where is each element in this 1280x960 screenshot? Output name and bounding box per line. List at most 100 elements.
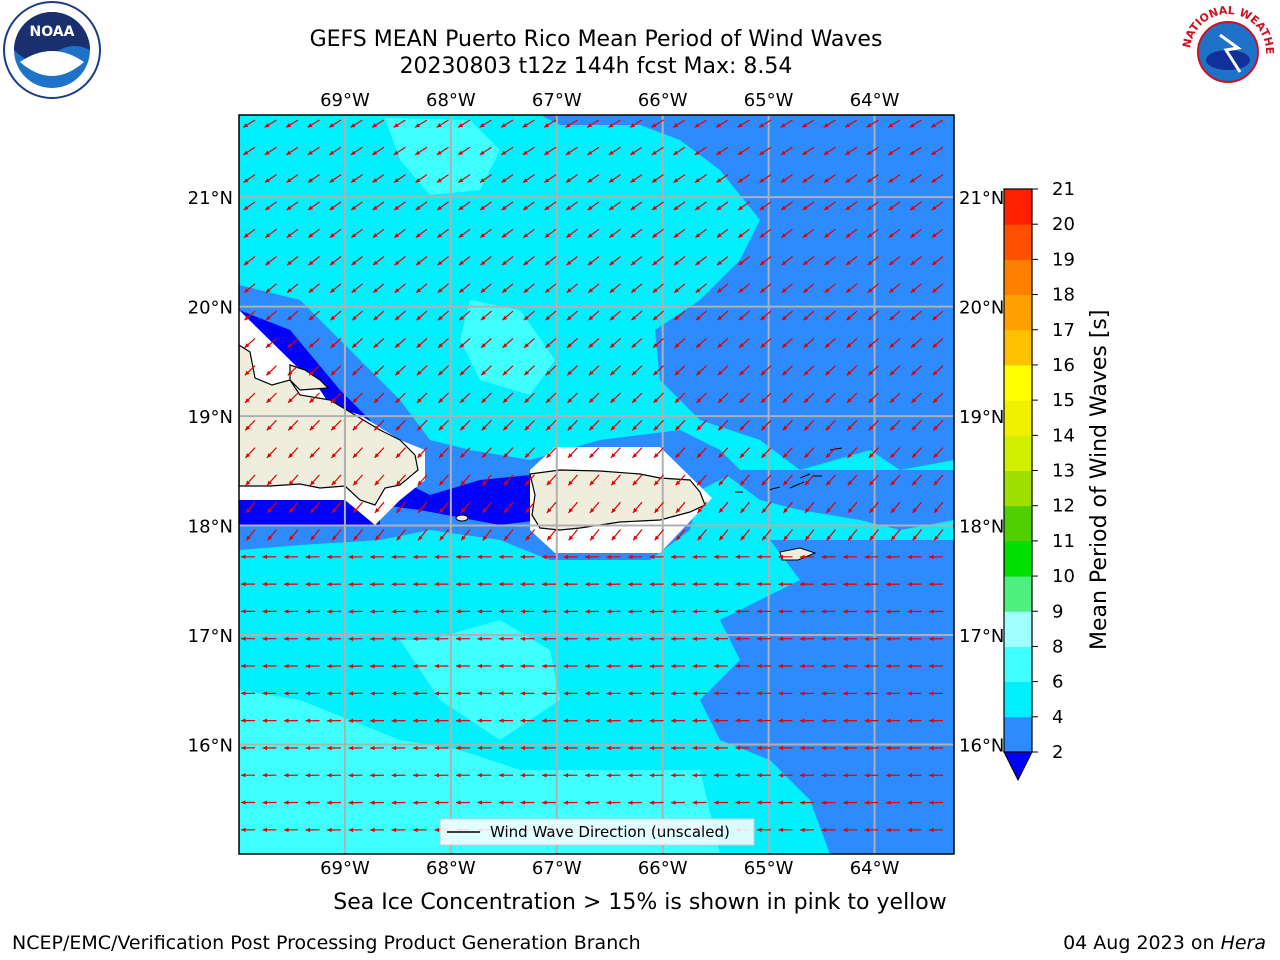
wave-arrow-head [907,636,913,642]
wave-arrow-head [848,535,853,541]
wave-arrow-head [545,343,551,348]
wave-arrow-head [800,827,805,833]
wave-arrow-head [499,718,504,723]
wave-arrow-head [737,178,743,183]
sea-ice-note: Sea Ice Concentration > 15% is shown in … [333,890,947,915]
wave-arrow-head [286,205,292,211]
wave-arrow-head [695,288,701,293]
wave-arrow-head [589,453,595,458]
wave-arrow-head [929,554,934,560]
wave-arrow-head [649,800,655,805]
wave-arrow-head [868,343,873,348]
wave-arrow-head [911,343,916,348]
wave-arrow-head [563,609,569,614]
lat-label-left-1: 20°N [188,298,233,319]
wave-arrow-head [458,260,464,266]
wave-arrow-head [262,554,268,560]
wave-arrow-head [546,453,552,458]
wave-arrow-head [692,691,698,696]
wave-arrow-head [778,582,784,587]
wave-arrow-head [651,178,657,183]
wave-arrow-head [781,288,787,293]
wave-arrow-head [391,663,397,669]
wave-arrow-head [267,508,272,513]
wave-arrow-head [434,827,440,833]
lon-label-top-5: 64°W [850,90,900,111]
wave-arrow-head [352,343,357,348]
wave-arrow-head [674,343,680,348]
wave-arrow-head [633,535,638,541]
wave-arrow-head [264,150,270,155]
wave-arrow-head [459,315,465,321]
wave-arrow-head [864,554,870,560]
wave-arrow-head [413,718,418,723]
wave-arrow-head [307,123,313,128]
wave-arrow-head [674,315,680,321]
wave-arrow-head [352,425,358,431]
wave-arrow-head [675,480,681,486]
wave-arrow-head [456,773,461,778]
wave-arrow-head [652,288,658,293]
wave-arrow-head [933,508,939,513]
wave-arrow-head [653,425,659,431]
wave-arrow-head [524,453,530,458]
wave-arrow-head [585,554,590,560]
wave-arrow-head [654,480,659,486]
lat-label-right-2: 19°N [959,407,1004,428]
wave-arrow-head [740,535,746,541]
wave-arrow-head [929,636,934,641]
wave-arrow-head [288,425,293,431]
wave-arrow-head [305,827,311,833]
wave-arrow-head [245,508,251,513]
wave-arrow-head [778,636,784,641]
wave-arrow-head [718,480,724,486]
wave-arrow-head [587,260,593,266]
wave-arrow-head [890,453,896,458]
wave-arrow-head [241,745,246,751]
wave-arrow-head [692,800,698,805]
wave-arrow-head [738,315,744,321]
wave-arrow-head [843,691,848,696]
wave-arrow-head [781,233,787,238]
wave-arrow-head [911,453,917,458]
wave-arrow-head [327,827,332,833]
colorbar-tick-label: 20 [1052,214,1075,235]
wave-arrow-head [413,609,418,614]
wave-arrow-head [348,663,354,669]
wave-arrow-head [396,535,402,541]
lon-label-bottom-0: 69°W [320,858,370,879]
wave-arrow-head [585,773,590,778]
wave-arrow-head [757,800,762,805]
wave-arrow-head [696,343,701,348]
wave-arrow-head [374,480,380,486]
wave-arrow-head [910,288,916,293]
colorbar-segment [1004,505,1032,542]
wave-arrow-head [565,150,571,155]
wave-arrow-head [910,205,916,211]
wave-arrow-head [563,582,569,587]
wave-arrow-head [461,535,466,541]
colorbar-tick-label: 19 [1052,249,1075,270]
arrow-legend-label: Wind Wave Direction (unscaled) [490,823,730,841]
wave-arrow-head [566,260,572,266]
wave-arrow-head [482,480,487,486]
wave-arrow-head [717,343,723,348]
wave-arrow-head [502,288,508,293]
wave-arrow-head [696,453,702,458]
wave-arrow-head [241,609,246,614]
wave-arrow-head [265,205,271,211]
wave-arrow-head [761,425,766,431]
wave-arrow-head [907,827,913,833]
wave-arrow-head [931,233,937,238]
wave-arrow-head [477,718,483,723]
wave-arrow-head [547,535,552,541]
wave-arrow-head [501,260,507,266]
wave-arrow-head [589,480,595,486]
colorbar-segment [1004,681,1032,718]
wave-arrow-head [929,773,934,778]
wave-arrow-head [735,745,741,751]
wave-arrow-head [630,260,636,266]
wave-arrow-head [652,233,658,238]
wave-arrow-head [692,554,698,560]
wave-arrow-head [846,370,852,376]
